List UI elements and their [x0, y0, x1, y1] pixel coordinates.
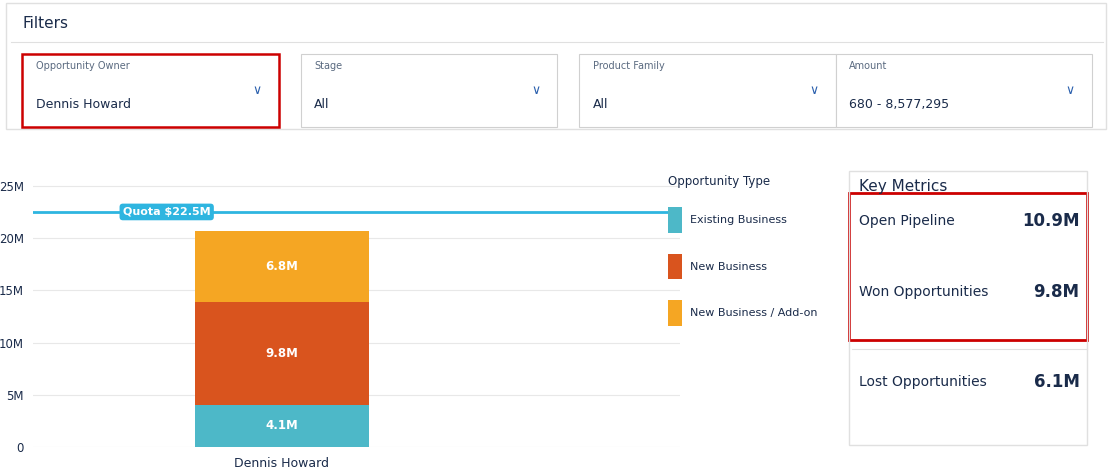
- Text: New Business / Add-on: New Business / Add-on: [690, 308, 818, 318]
- Text: Won Opportunities: Won Opportunities: [859, 285, 988, 299]
- Text: Opportunity Type: Opportunity Type: [668, 175, 771, 188]
- FancyBboxPatch shape: [22, 54, 278, 127]
- FancyBboxPatch shape: [668, 254, 682, 279]
- Text: 9.8M: 9.8M: [265, 347, 299, 360]
- Text: Product Family: Product Family: [593, 61, 664, 71]
- Text: Opportunity Owner: Opportunity Owner: [36, 61, 129, 71]
- Text: Amount: Amount: [849, 61, 887, 71]
- Bar: [195, 231, 369, 302]
- Text: 10.9M: 10.9M: [1022, 212, 1079, 230]
- FancyBboxPatch shape: [849, 193, 1087, 340]
- Text: ∨: ∨: [253, 84, 262, 97]
- Text: Dennis Howard: Dennis Howard: [36, 98, 130, 111]
- Text: Quota $22.5M: Quota $22.5M: [123, 207, 211, 217]
- FancyBboxPatch shape: [668, 300, 682, 326]
- Text: Filters: Filters: [22, 16, 68, 31]
- FancyBboxPatch shape: [668, 207, 682, 233]
- FancyBboxPatch shape: [6, 3, 1106, 129]
- Text: Existing Business: Existing Business: [690, 215, 786, 225]
- Text: 4.1M: 4.1M: [265, 420, 299, 432]
- Text: ∨: ∨: [810, 84, 819, 97]
- Text: 9.8M: 9.8M: [1034, 283, 1079, 301]
- Text: 6.8M: 6.8M: [265, 260, 299, 273]
- Bar: [195, 302, 369, 405]
- Text: Open Pipeline: Open Pipeline: [859, 214, 955, 228]
- Text: All: All: [593, 98, 608, 111]
- Text: ∨: ∨: [531, 84, 540, 97]
- Text: Lost Opportunities: Lost Opportunities: [859, 375, 987, 390]
- Text: 6.1M: 6.1M: [1034, 374, 1079, 391]
- Bar: [195, 405, 369, 447]
- Text: Key Metrics: Key Metrics: [859, 179, 947, 194]
- Text: 680 - 8,577,295: 680 - 8,577,295: [849, 98, 949, 111]
- FancyBboxPatch shape: [836, 54, 1092, 127]
- FancyBboxPatch shape: [579, 54, 836, 127]
- Text: Stage: Stage: [314, 61, 342, 71]
- Text: All: All: [314, 98, 330, 111]
- Text: ∨: ∨: [1066, 84, 1075, 97]
- FancyBboxPatch shape: [301, 54, 557, 127]
- Text: New Business: New Business: [690, 261, 768, 272]
